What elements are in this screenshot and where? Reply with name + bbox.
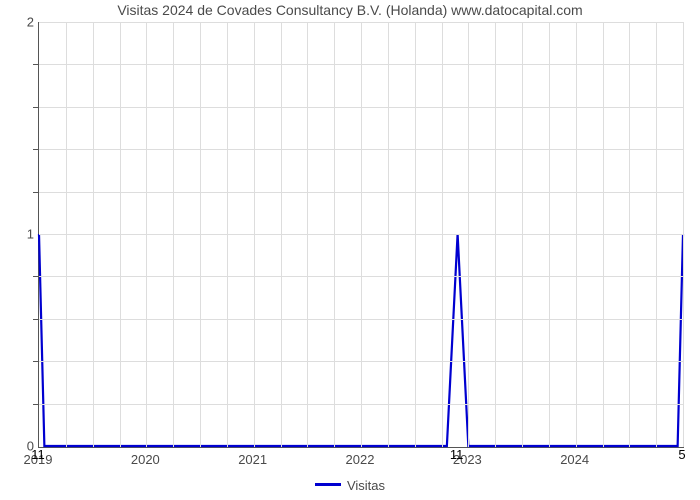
gridline-horizontal [39,404,684,405]
y-minor-tick [33,192,38,193]
gridline-horizontal [39,192,684,193]
y-minor-tick [33,404,38,405]
y-minor-tick [33,319,38,320]
gridline-horizontal [39,234,684,235]
gridline-horizontal [39,107,684,108]
y-tick-label: 1 [6,227,34,242]
y-minor-tick [33,64,38,65]
data-point-label: 11 [31,447,45,462]
gridline-horizontal [39,319,684,320]
x-tick-label: 2021 [238,452,267,467]
gridline-horizontal [39,361,684,362]
data-point-label: 11 [450,447,464,462]
gridline-horizontal [39,64,684,65]
legend: Visitas [0,478,700,493]
x-tick-label: 2022 [346,452,375,467]
legend-label: Visitas [347,478,385,493]
chart-title: Visitas 2024 de Covades Consultancy B.V.… [0,2,700,18]
gridline-horizontal [39,22,684,23]
y-minor-tick [33,107,38,108]
y-tick-label: 2 [6,15,34,30]
gridline-horizontal [39,149,684,150]
chart-container: Visitas 2024 de Covades Consultancy B.V.… [0,0,700,500]
x-tick-label: 2020 [131,452,160,467]
data-point-label: 5 [678,447,685,462]
plot-area [38,22,684,448]
gridline-horizontal [39,276,684,277]
y-minor-tick [33,149,38,150]
y-minor-tick [33,361,38,362]
y-minor-tick [33,276,38,277]
legend-swatch [315,483,341,486]
x-tick-label: 2024 [560,452,589,467]
